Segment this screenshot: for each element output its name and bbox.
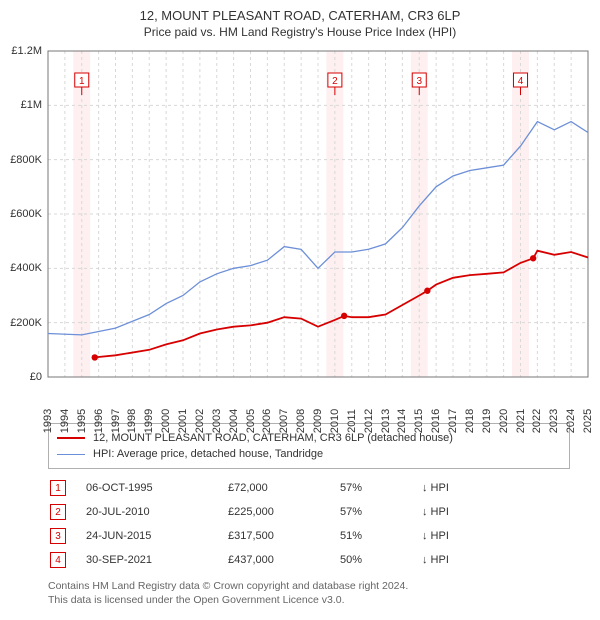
event-pct: 57% <box>340 501 420 523</box>
x-tick-label: 1996 <box>93 409 105 433</box>
legend-swatch-icon <box>57 437 85 439</box>
x-tick-label: 2022 <box>531 409 543 433</box>
y-tick-label: £600K <box>0 208 42 220</box>
title-block: 12, MOUNT PLEASANT ROAD, CATERHAM, CR3 6… <box>0 0 600 43</box>
y-tick-label: £1M <box>0 99 42 111</box>
footnote-line: This data is licensed under the Open Gov… <box>48 593 570 607</box>
y-tick-label: £400K <box>0 262 42 274</box>
event-date: 24-JUN-2015 <box>86 525 226 547</box>
x-tick-label: 1998 <box>126 409 138 433</box>
price-marker-icon <box>92 354 98 360</box>
x-tick-label: 2000 <box>160 409 172 433</box>
x-tick-label: 2025 <box>582 409 594 433</box>
chart-svg: 1 2 3 4 <box>0 43 600 413</box>
y-tick-label: £0 <box>0 371 42 383</box>
y-tick-label: £200K <box>0 317 42 329</box>
event-row: 4 30-SEP-2021£437,00050%↓ HPI <box>50 549 449 571</box>
x-tick-label: 2015 <box>413 409 425 433</box>
x-tick-label: 2008 <box>295 409 307 433</box>
x-tick-label: 1994 <box>59 409 71 433</box>
event-marker-icon: 2 <box>50 504 66 520</box>
x-tick-label: 2017 <box>447 409 459 433</box>
event-price: £225,000 <box>228 501 338 523</box>
y-tick-label: £1.2M <box>0 45 42 57</box>
event-row: 2 20-JUL-2010£225,00057%↓ HPI <box>50 501 449 523</box>
x-tick-label: 2010 <box>329 409 341 433</box>
x-tick-label: 2001 <box>177 409 189 433</box>
x-tick-label: 2004 <box>228 409 240 433</box>
chart-title-line1: 12, MOUNT PLEASANT ROAD, CATERHAM, CR3 6… <box>0 8 600 23</box>
svg-text:1: 1 <box>79 76 85 87</box>
event-date: 20-JUL-2010 <box>86 501 226 523</box>
event-marker-icon: 4 <box>50 552 66 568</box>
svg-text:2: 2 <box>332 76 338 87</box>
x-tick-label: 1995 <box>76 409 88 433</box>
svg-text:4: 4 <box>518 76 524 87</box>
event-pct: 57% <box>340 477 420 499</box>
x-tick-label: 1997 <box>110 409 122 433</box>
x-tick-label: 2005 <box>245 409 257 433</box>
event-marker-icon: 3 <box>50 528 66 544</box>
x-tick-label: 2012 <box>363 409 375 433</box>
event-date: 30-SEP-2021 <box>86 549 226 571</box>
x-tick-label: 2023 <box>548 409 560 433</box>
legend-swatch-icon <box>57 454 85 455</box>
x-tick-label: 2003 <box>211 409 223 433</box>
x-tick-label: 1999 <box>143 409 155 433</box>
x-tick-label: 2016 <box>430 409 442 433</box>
footnote-line: Contains HM Land Registry data © Crown c… <box>48 579 570 593</box>
event-row: 1 06-OCT-1995£72,00057%↓ HPI <box>50 477 449 499</box>
event-pct: 50% <box>340 549 420 571</box>
x-tick-label: 2013 <box>380 409 392 433</box>
event-marker-icon: 1 <box>50 480 66 496</box>
x-tick-label: 1993 <box>42 409 54 433</box>
x-tick-label: 2020 <box>498 409 510 433</box>
price-marker-icon <box>341 313 347 319</box>
event-price: £317,500 <box>228 525 338 547</box>
x-tick-label: 2009 <box>312 409 324 433</box>
page-root: 12, MOUNT PLEASANT ROAD, CATERHAM, CR3 6… <box>0 0 600 607</box>
event-rel: ↓ HPI <box>422 501 449 523</box>
event-rel: ↓ HPI <box>422 549 449 571</box>
legend-row: HPI: Average price, detached house, Tand… <box>57 446 561 462</box>
chart-area: £0£200K£400K£600K£800K£1M£1.2M1993199419… <box>0 43 600 413</box>
legend-label: 12, MOUNT PLEASANT ROAD, CATERHAM, CR3 6… <box>93 432 453 444</box>
event-row: 3 24-JUN-2015£317,50051%↓ HPI <box>50 525 449 547</box>
x-tick-label: 2018 <box>464 409 476 433</box>
price-marker-icon <box>530 255 536 261</box>
event-pct: 51% <box>340 525 420 547</box>
svg-text:3: 3 <box>416 76 422 87</box>
event-price: £437,000 <box>228 549 338 571</box>
x-tick-label: 2006 <box>261 409 273 433</box>
event-date: 06-OCT-1995 <box>86 477 226 499</box>
x-tick-label: 2014 <box>396 409 408 433</box>
x-tick-label: 2019 <box>481 409 493 433</box>
price-marker-icon <box>424 288 430 294</box>
event-rel: ↓ HPI <box>422 477 449 499</box>
footnote: Contains HM Land Registry data © Crown c… <box>48 579 570 607</box>
x-tick-label: 2024 <box>565 409 577 433</box>
event-price: £72,000 <box>228 477 338 499</box>
events-table: 106-OCT-1995£72,00057%↓ HPI220-JUL-2010£… <box>48 475 451 573</box>
x-tick-label: 2002 <box>194 409 206 433</box>
chart-title-line2: Price paid vs. HM Land Registry's House … <box>0 25 600 39</box>
legend-label: HPI: Average price, detached house, Tand… <box>93 448 323 460</box>
x-tick-label: 2021 <box>515 409 527 433</box>
event-rel: ↓ HPI <box>422 525 449 547</box>
x-tick-label: 2011 <box>346 409 358 433</box>
x-tick-label: 2007 <box>278 409 290 433</box>
y-tick-label: £800K <box>0 154 42 166</box>
